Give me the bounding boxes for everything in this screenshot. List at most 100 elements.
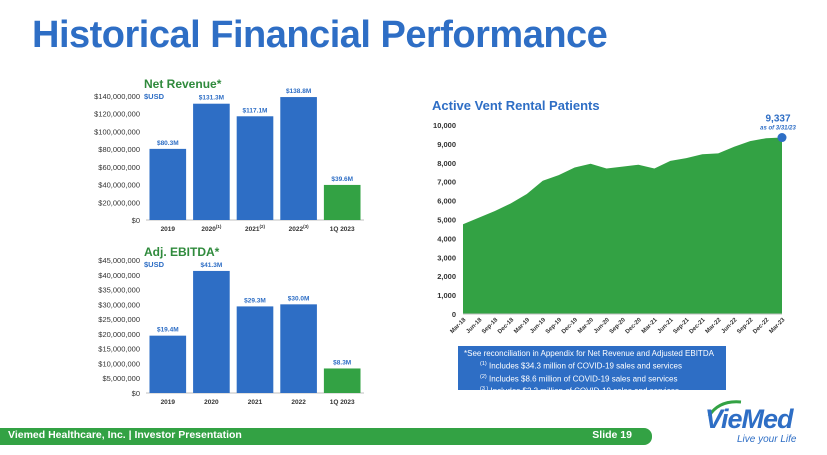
footnote-1-mark: (1): [480, 361, 487, 367]
x-tick-label: 2020(1): [201, 224, 221, 233]
footnote-2-mark: (2): [480, 373, 487, 380]
x-tick-label: Sep-19: [545, 317, 564, 336]
bar-value-label: $80.3M: [157, 140, 179, 147]
x-tick-label: Dec-22: [752, 317, 771, 336]
y-tick-label: $15,000,000: [98, 345, 140, 354]
x-tick-label: Mar-18: [449, 317, 467, 335]
y-tick-label: $45,000,000: [98, 256, 140, 265]
y-tick-label: $10,000,000: [98, 359, 140, 368]
x-tick-label: Mar-20: [577, 317, 595, 335]
x-tick-label: Mar-19: [513, 317, 531, 335]
y-tick-label: 8,000: [437, 159, 456, 168]
slide-number: Slide 19: [592, 429, 632, 441]
viemed-logo: VieMed Live your Life: [705, 400, 815, 450]
x-tick-label: 1Q 2023: [330, 399, 355, 406]
callout-note: as of 3/31/23: [760, 126, 796, 132]
bar: [193, 103, 230, 220]
y-tick-label: 3,000: [437, 253, 456, 262]
bar: [149, 148, 187, 220]
footer-company: Viemed Healthcare, Inc. | Investor Prese…: [8, 429, 242, 441]
adj-ebitda-chart: Adj. EBITDA*$USD $0 $5,000,000 $10,000,000 $…: [98, 245, 364, 406]
logo-tagline: Live your Life: [737, 434, 797, 445]
bar: [323, 368, 361, 393]
bar-value-label: $29.3M: [244, 297, 266, 304]
x-tick-label: 2021: [248, 399, 263, 406]
footnotes-box: *See reconciliation in Appendix for Net …: [458, 346, 726, 396]
footnote-main: *See reconciliation in Appendix for Net …: [464, 349, 714, 358]
x-tick-label: Dec-18: [497, 317, 516, 336]
x-tick-label: Sep-21: [673, 317, 692, 336]
bar: [236, 306, 274, 393]
bar-value-label: $19.4M: [157, 327, 179, 334]
y-tick-label: 4,000: [437, 234, 456, 243]
y-tick-label: $20,000,000: [98, 198, 140, 207]
x-tick-label: 1Q 2023: [330, 226, 355, 233]
y-tick-label: 5,000: [437, 216, 456, 225]
bar-value-label: $39.6M: [331, 176, 353, 183]
y-tick-label: $35,000,000: [98, 286, 140, 295]
net-revenue-chart: Net Revenue*$USD $0 $20,000,000 $40,000,000…: [94, 77, 364, 233]
y-tick-label: 0: [452, 310, 456, 319]
x-tick-label: Dec-20: [625, 317, 644, 336]
y-tick-label: $20,000,000: [98, 330, 140, 339]
x-tick-label: Mar-23: [768, 317, 786, 335]
y-tick-label: $60,000,000: [98, 163, 140, 172]
bar: [193, 270, 230, 393]
x-tick-label: 2020: [204, 399, 219, 406]
y-tick-label: $40,000,000: [98, 271, 140, 280]
bar-value-label: $138.8M: [286, 88, 311, 95]
page-title: Historical Financial Performance: [32, 14, 608, 56]
y-tick-label: $40,000,000: [98, 181, 140, 190]
area-series: [463, 137, 782, 314]
x-tick-superscript: (3): [303, 224, 309, 229]
chart-title: Net Revenue*: [144, 77, 222, 91]
y-tick-label: 10,000: [433, 121, 456, 130]
x-tick-label: 2022: [291, 399, 306, 406]
callout-value: 9,337: [765, 114, 790, 125]
x-tick-label: Dec-21: [689, 317, 708, 336]
footer-bar: Viemed Healthcare, Inc. | Investor Prese…: [0, 428, 652, 445]
x-tick-label: Sep-18: [481, 317, 500, 336]
chart-subtitle: $USD: [144, 92, 165, 101]
x-tick-label: 2021(2): [245, 224, 265, 233]
y-tick-label: 6,000: [437, 197, 456, 206]
y-tick-label: 7,000: [437, 178, 456, 187]
chart-title: Adj. EBITDA*: [144, 245, 220, 259]
y-tick-label: $0: [132, 216, 140, 225]
bar: [280, 97, 317, 220]
y-tick-label: 1,000: [437, 291, 456, 300]
latest-point-marker: [777, 133, 787, 143]
x-tick-label: 2019: [161, 226, 176, 233]
footnote-1-text: Includes $34.3 million of COVID-19 sales…: [488, 361, 682, 371]
footnote-3: (3 ) Includes $2.3 million of COVID-19 s…: [458, 384, 726, 397]
x-tick-superscript: (1): [216, 224, 222, 229]
chart-title: Active Vent Rental Patients: [432, 98, 600, 113]
active-vent-chart: Active Vent Rental Patients 0 1,000 2,000 3,…: [432, 98, 797, 336]
x-tick-label: 2022(3): [289, 224, 309, 233]
y-tick-label: $80,000,000: [98, 145, 140, 154]
x-tick-label: 2019: [161, 399, 176, 406]
x-tick-label: Dec-19: [561, 317, 580, 336]
bar-value-label: $8.3M: [333, 359, 351, 366]
x-tick-label: Mar-21: [641, 317, 659, 335]
logo-wordmark: VieMed: [705, 404, 794, 434]
y-tick-label: $100,000,000: [94, 127, 140, 136]
y-tick-label: $25,000,000: [98, 315, 140, 324]
bar-value-label: $117.1M: [243, 107, 268, 114]
chart-subtitle: $USD: [144, 260, 165, 269]
footnote-2-text: Includes $8.6 million of COVID-19 sales …: [488, 374, 678, 384]
bar-value-label: $41.3M: [201, 262, 223, 269]
y-tick-label: $120,000,000: [94, 110, 140, 119]
bar: [149, 335, 187, 393]
y-tick-label: $0: [132, 389, 140, 398]
footnote-3-text: Includes $2.3 million of COVID-19 sales …: [490, 386, 680, 396]
footnote-1: (1) Includes $34.3 million of COVID-19 s…: [458, 359, 726, 372]
logo-swoosh-icon: [707, 400, 742, 417]
y-tick-label: $140,000,000: [94, 92, 140, 101]
bar: [280, 304, 317, 393]
y-tick-label: 2,000: [437, 272, 456, 281]
x-tick-superscript: (2): [259, 224, 265, 229]
y-tick-label: $5,000,000: [102, 374, 140, 383]
y-tick-label: $30,000,000: [98, 300, 140, 309]
bar-value-label: $30.0M: [288, 295, 310, 302]
